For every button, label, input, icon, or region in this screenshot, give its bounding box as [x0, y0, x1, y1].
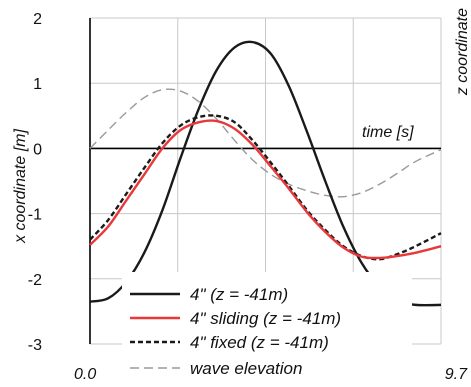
legend-label: 4" sliding (z = -41m)	[190, 309, 341, 328]
series-line-2	[89, 114, 442, 261]
y-tick-label: 1	[33, 76, 42, 93]
y-tick-label: -2	[28, 272, 42, 289]
legend: 4" (z = -41m) 4" sliding (z = -41m) 4" fix…	[122, 272, 412, 387]
right-axis-label: z coordinate	[454, 8, 471, 96]
y-tick-labels: 2 1 0 -1 -2 -3	[28, 11, 42, 354]
y-tick-label: 0	[33, 141, 42, 158]
y-tick-label: -3	[28, 337, 42, 354]
legend-label: wave elevation	[190, 359, 302, 378]
y-axis-label: x coordinate [m]	[12, 129, 29, 244]
series-line-3	[89, 88, 442, 198]
legend-label: 4" (z = -41m)	[190, 285, 288, 304]
x-tick-label: 0.0	[74, 366, 96, 383]
series-line-1	[89, 119, 442, 260]
x-tick-labels: 0.0 9.7	[74, 366, 468, 383]
legend-background	[122, 272, 412, 387]
y-tick-label: 2	[33, 11, 42, 28]
x-axis-label: time [s]	[362, 124, 414, 141]
legend-label: 4" fixed (z = -41m)	[190, 333, 329, 352]
y-tick-label: -1	[28, 207, 42, 224]
x-tick-label: 9.7	[445, 366, 468, 383]
